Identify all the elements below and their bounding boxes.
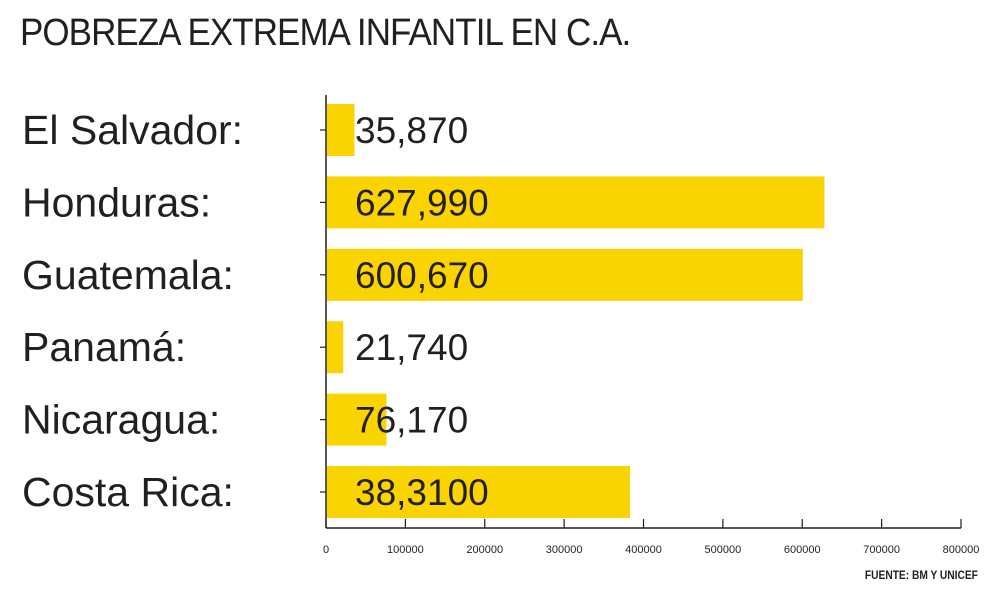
x-tick-label: 100000 bbox=[387, 544, 424, 556]
bar bbox=[327, 321, 344, 374]
category-label: Honduras: bbox=[22, 179, 211, 225]
value-label: 627,990 bbox=[355, 182, 489, 223]
bar bbox=[327, 393, 387, 446]
x-tick-label: 200000 bbox=[466, 544, 503, 556]
bar bbox=[327, 248, 803, 301]
value-label: 76,170 bbox=[355, 400, 468, 441]
x-tick-label: 700000 bbox=[863, 544, 900, 556]
chart-title: POBREZA EXTREMA INFANTIL EN C.A. bbox=[20, 12, 631, 54]
bar bbox=[327, 104, 355, 156]
x-tick-label: 600000 bbox=[784, 544, 821, 556]
x-tick-label: 400000 bbox=[625, 544, 662, 556]
value-label: 35,870 bbox=[355, 110, 468, 151]
x-tick-label: 0 bbox=[323, 544, 329, 556]
category-label: El Salvador: bbox=[22, 107, 243, 153]
bar bbox=[327, 176, 825, 229]
source-note: FUENTE: BM Y UNICEF bbox=[865, 568, 978, 582]
bar bbox=[327, 466, 631, 518]
category-label: Costa Rica: bbox=[22, 469, 234, 515]
category-label: Panamá: bbox=[22, 324, 186, 370]
x-tick-label: 500000 bbox=[705, 544, 742, 556]
category-label: Nicaragua: bbox=[22, 397, 220, 443]
value-label: 21,740 bbox=[355, 327, 468, 368]
category-label: Guatemala: bbox=[22, 252, 234, 298]
value-label: 38,3100 bbox=[355, 472, 489, 513]
value-label: 600,670 bbox=[355, 255, 489, 296]
x-tick-label: 300000 bbox=[546, 544, 583, 556]
x-tick-label: 800000 bbox=[943, 544, 980, 556]
